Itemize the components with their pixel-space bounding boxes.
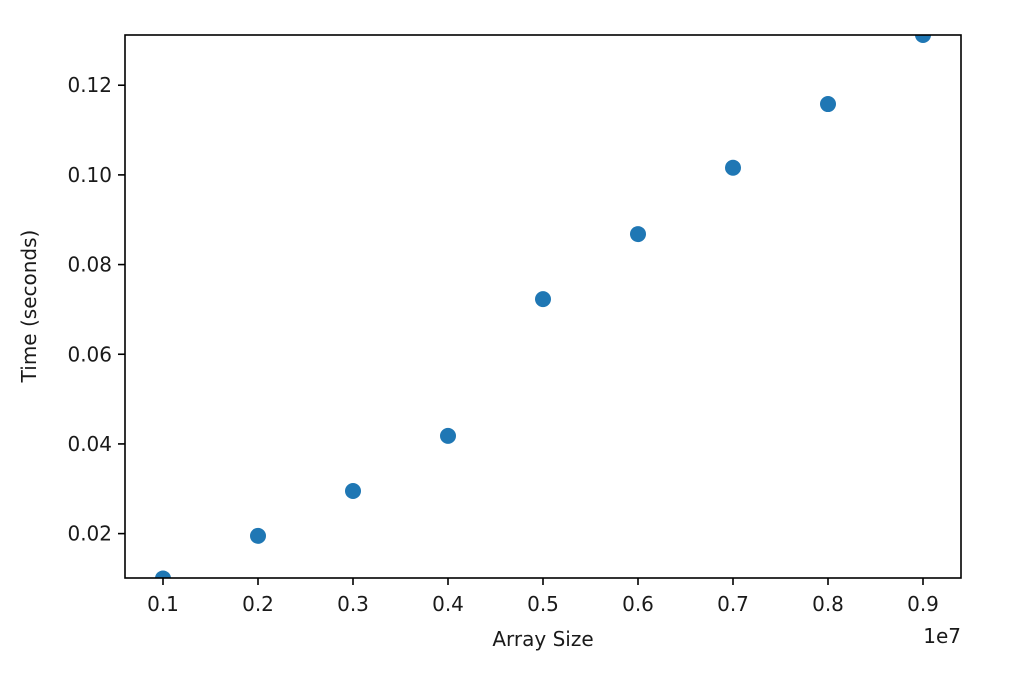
y-tick-label: 0.12 — [67, 73, 112, 97]
data-point — [440, 427, 456, 444]
x-axis-label: Array Size — [492, 627, 593, 651]
data-point — [155, 570, 171, 578]
x-tick-label: 0.8 — [812, 592, 844, 616]
y-tick-label: 0.08 — [67, 253, 112, 277]
y-tick-label: 0.10 — [67, 163, 112, 187]
x-tick-label: 0.4 — [432, 592, 464, 616]
x-offset-label: 1e7 — [923, 624, 961, 648]
y-tick-label: 0.02 — [67, 522, 112, 546]
plot-frame — [124, 34, 962, 579]
data-point — [820, 96, 836, 113]
y-tick-label: 0.06 — [67, 342, 112, 366]
data-point — [630, 226, 646, 243]
data-point — [345, 483, 361, 500]
data-point — [535, 291, 551, 308]
x-tick-label: 0.9 — [907, 592, 939, 616]
x-tick-label: 0.6 — [622, 592, 654, 616]
points-layer — [155, 35, 931, 578]
data-point — [250, 527, 266, 544]
x-tick-label: 0.2 — [242, 592, 274, 616]
data-point — [725, 159, 741, 176]
x-tick-label: 0.3 — [337, 592, 369, 616]
y-tick-label: 0.04 — [67, 432, 112, 456]
x-tick-label: 0.7 — [717, 592, 749, 616]
x-tick-label: 0.5 — [527, 592, 559, 616]
data-point — [915, 35, 931, 43]
ticks-layer: 0.1 0.2 0.3 0.4 0.5 0.6 0.7 0.8 0.9 0.02 0.04 0.06 0… — [67, 73, 938, 616]
x-tick-label: 0.1 — [147, 592, 179, 616]
y-axis-label: Time (seconds) — [17, 230, 41, 384]
